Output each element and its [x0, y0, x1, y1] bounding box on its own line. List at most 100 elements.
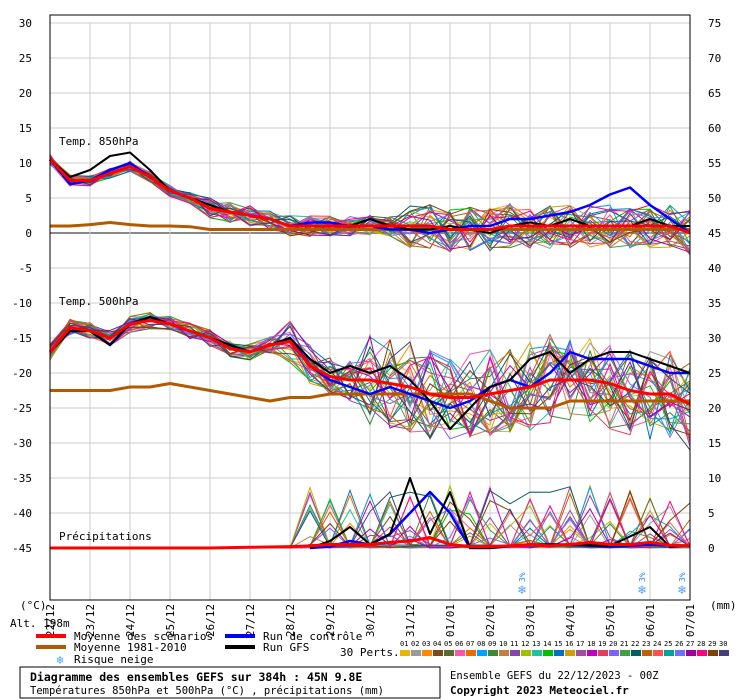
pert-swatch: [697, 650, 707, 656]
right-tick-label: 35: [708, 297, 721, 310]
x-date-label: 25/12: [164, 604, 177, 637]
legend-mean-label: Moyenne des scénarios: [74, 630, 213, 643]
x-date-label: 22/12: [44, 604, 57, 637]
run-label: Ensemble GEFS du 22/12/2023 - 00Z: [450, 670, 659, 682]
snow-risk-percent: 3%: [518, 572, 527, 582]
pert-swatch: [488, 650, 498, 656]
chart-title: Diagramme des ensembles GEFS sur 384h : …: [30, 670, 362, 684]
right-tick-label: 70: [708, 52, 721, 65]
t850-mean-line: [48, 158, 691, 235]
pert-number: 02: [411, 640, 419, 648]
pert-number: 15: [554, 640, 562, 648]
pert-swatch: [653, 650, 663, 656]
left-tick-label: -10: [12, 297, 32, 310]
t500-perturbation-line: [49, 317, 691, 451]
right-tick-label: 45: [708, 227, 721, 240]
pert-swatch: [466, 650, 476, 656]
x-date-label: 29/12: [324, 604, 337, 637]
pert-swatch: [554, 650, 564, 656]
x-date-label: 28/12: [284, 604, 297, 637]
perts-label: 30 Perts.: [340, 646, 400, 659]
right-tick-label: 0: [708, 542, 715, 555]
main-series-lines: [48, 151, 691, 550]
pert-number: 16: [565, 640, 573, 648]
snowflake-icon: ❄: [677, 583, 686, 598]
left-tick-label: 25: [19, 52, 32, 65]
t500-gfs-line: [49, 316, 691, 430]
pert-number: 12: [521, 640, 529, 648]
pert-number: 14: [543, 640, 551, 648]
left-tick-label: -45: [12, 542, 32, 555]
t850-perturbation-line: [49, 155, 691, 243]
left-tick-label: 5: [25, 192, 32, 205]
pert-swatch: [477, 650, 487, 656]
right-tick-label: 25: [708, 367, 721, 380]
left-tick-label: -15: [12, 332, 32, 345]
pert-swatch: [411, 650, 421, 656]
pert-number: 30: [719, 640, 727, 648]
pert-swatch: [664, 650, 674, 656]
pert-number: 01: [400, 640, 408, 648]
pert-swatch: [422, 650, 432, 656]
x-date-label: 01/01: [444, 604, 457, 637]
pert-number: 23: [642, 640, 650, 648]
t500-perturbation-line: [49, 318, 691, 441]
snowflake-icon: ❄: [517, 583, 526, 598]
axes: 302520151050-5-10-15-20-25-30-35-40-4575…: [10, 14, 737, 637]
pert-swatch: [686, 650, 696, 656]
right-tick-label: 10: [708, 472, 721, 485]
pert-number: 04: [433, 640, 441, 648]
right-tick-label: 60: [708, 122, 721, 135]
pert-swatch: [433, 650, 443, 656]
legend-control-label: Run de contrôle: [263, 630, 362, 643]
right-tick-label: 15: [708, 437, 721, 450]
pert-number: 08: [477, 640, 485, 648]
pert-swatch: [620, 650, 630, 656]
pert-number: 29: [708, 640, 716, 648]
pert-swatch: [708, 650, 718, 656]
t500-perturbation-line: [49, 316, 691, 437]
x-date-label: 02/01: [484, 604, 497, 637]
pert-number: 24: [653, 640, 661, 648]
left-tick-label: -20: [12, 367, 32, 380]
t500-mean-line: [48, 319, 691, 406]
precip-gfs-line: [309, 477, 691, 549]
x-date-label: 05/01: [604, 604, 617, 637]
panel-labels: Temp. 850hPa Temp. 500hPa Précipitations 3%…: [59, 135, 687, 598]
pert-swatch: [400, 650, 410, 656]
left-tick-label: -35: [12, 472, 32, 485]
pert-number: 07: [466, 640, 474, 648]
pert-number: 26: [675, 640, 683, 648]
t850-perturbation-line: [49, 163, 691, 252]
pert-swatch: [521, 650, 531, 656]
pert-swatch: [444, 650, 454, 656]
left-tick-label: 0: [25, 227, 32, 240]
pert-number: 13: [532, 640, 540, 648]
left-tick-label: -40: [12, 507, 32, 520]
left-tick-label: -5: [19, 262, 32, 275]
right-tick-label: 40: [708, 262, 721, 275]
right-unit: (mm): [710, 599, 737, 612]
right-tick-label: 75: [708, 17, 721, 30]
t500-perturbation-line: [49, 322, 691, 436]
snow-risk-percent: 3%: [678, 572, 687, 582]
pert-swatch: [642, 650, 652, 656]
pert-number: 27: [686, 640, 694, 648]
pert-number: 05: [444, 640, 452, 648]
right-tick-label: 30: [708, 332, 721, 345]
right-tick-label: 55: [708, 157, 721, 170]
title-box: [19, 666, 441, 699]
left-unit: (°C): [20, 599, 47, 612]
t850-climatology-line: [50, 221, 690, 231]
x-date-label: 23/12: [84, 604, 97, 637]
right-tick-label: 50: [708, 192, 721, 205]
pert-swatch: [510, 650, 520, 656]
copyright: Copyright 2023 Meteociel.fr: [450, 684, 629, 697]
t850-gfs-line: [49, 151, 690, 234]
x-date-label: 27/12: [244, 604, 257, 637]
right-tick-label: 20: [708, 402, 721, 415]
pert-number: 09: [488, 640, 496, 648]
x-date-label: 06/01: [644, 604, 657, 637]
